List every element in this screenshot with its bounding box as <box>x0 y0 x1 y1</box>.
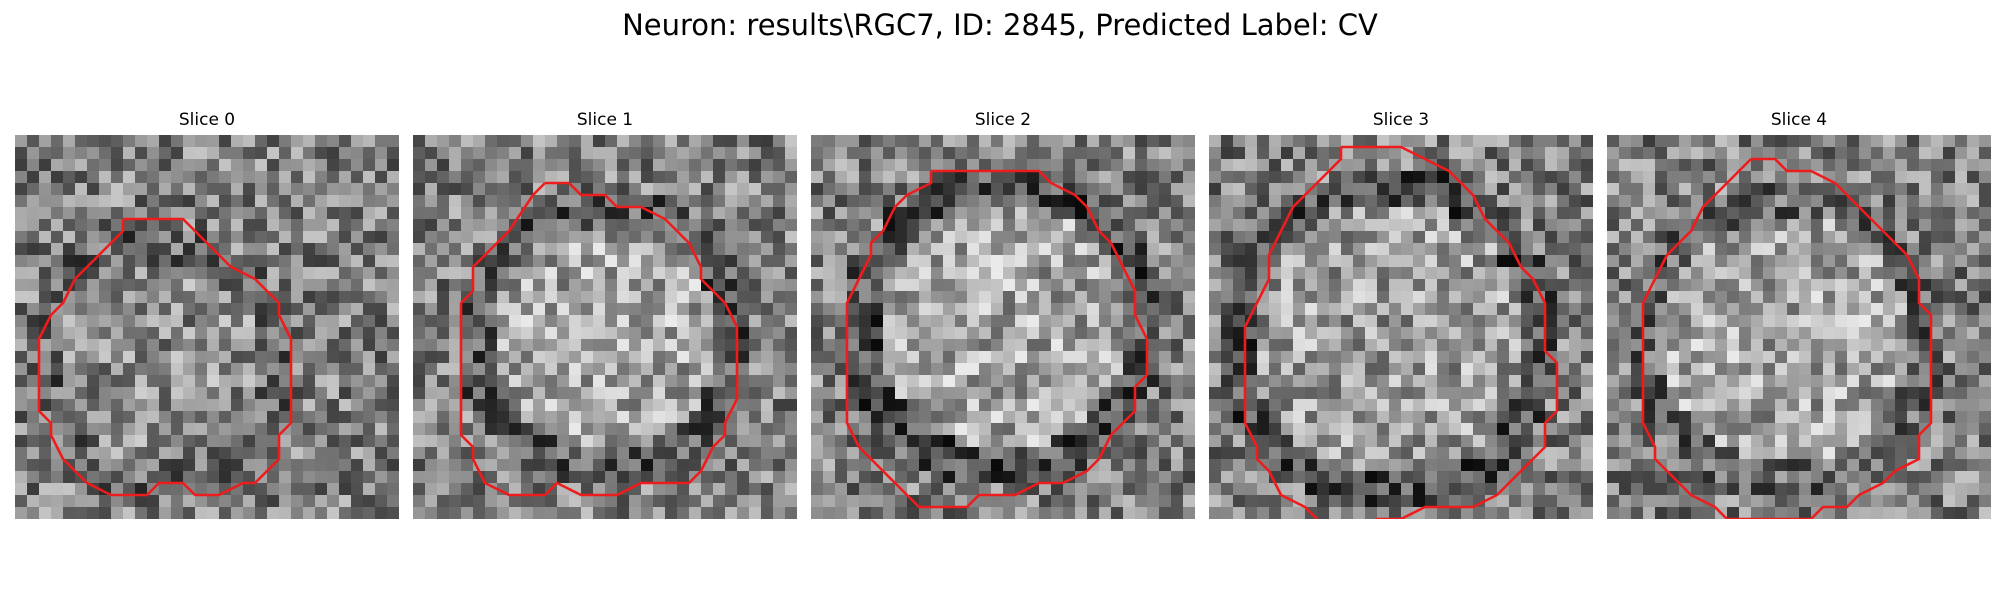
pixel-grid <box>1209 135 1593 519</box>
neuron-contour <box>1641 157 1933 519</box>
neuron-contour <box>1243 145 1559 519</box>
slice-image <box>1209 135 1593 519</box>
slice-image <box>811 135 1195 519</box>
figure-title: Neuron: results\RGC7, ID: 2845, Predicte… <box>622 8 1378 42</box>
slice-image <box>1607 135 1991 519</box>
pixel-grid <box>811 135 1195 519</box>
slice-image <box>413 135 797 519</box>
neuron-contour <box>37 217 293 497</box>
neuron-contour <box>845 169 1149 509</box>
slice-title: Slice 3 <box>1372 110 1430 130</box>
slice-title: Slice 4 <box>1770 110 1828 130</box>
pixel-grid <box>413 135 797 519</box>
pixel-grid <box>15 135 399 519</box>
slice-title: Slice 0 <box>178 110 236 130</box>
slice-image <box>15 135 399 519</box>
slice-title: Slice 1 <box>576 110 634 130</box>
neuron-contour <box>459 181 739 497</box>
slice-title: Slice 2 <box>974 110 1032 130</box>
pixel-grid <box>1607 135 1991 519</box>
